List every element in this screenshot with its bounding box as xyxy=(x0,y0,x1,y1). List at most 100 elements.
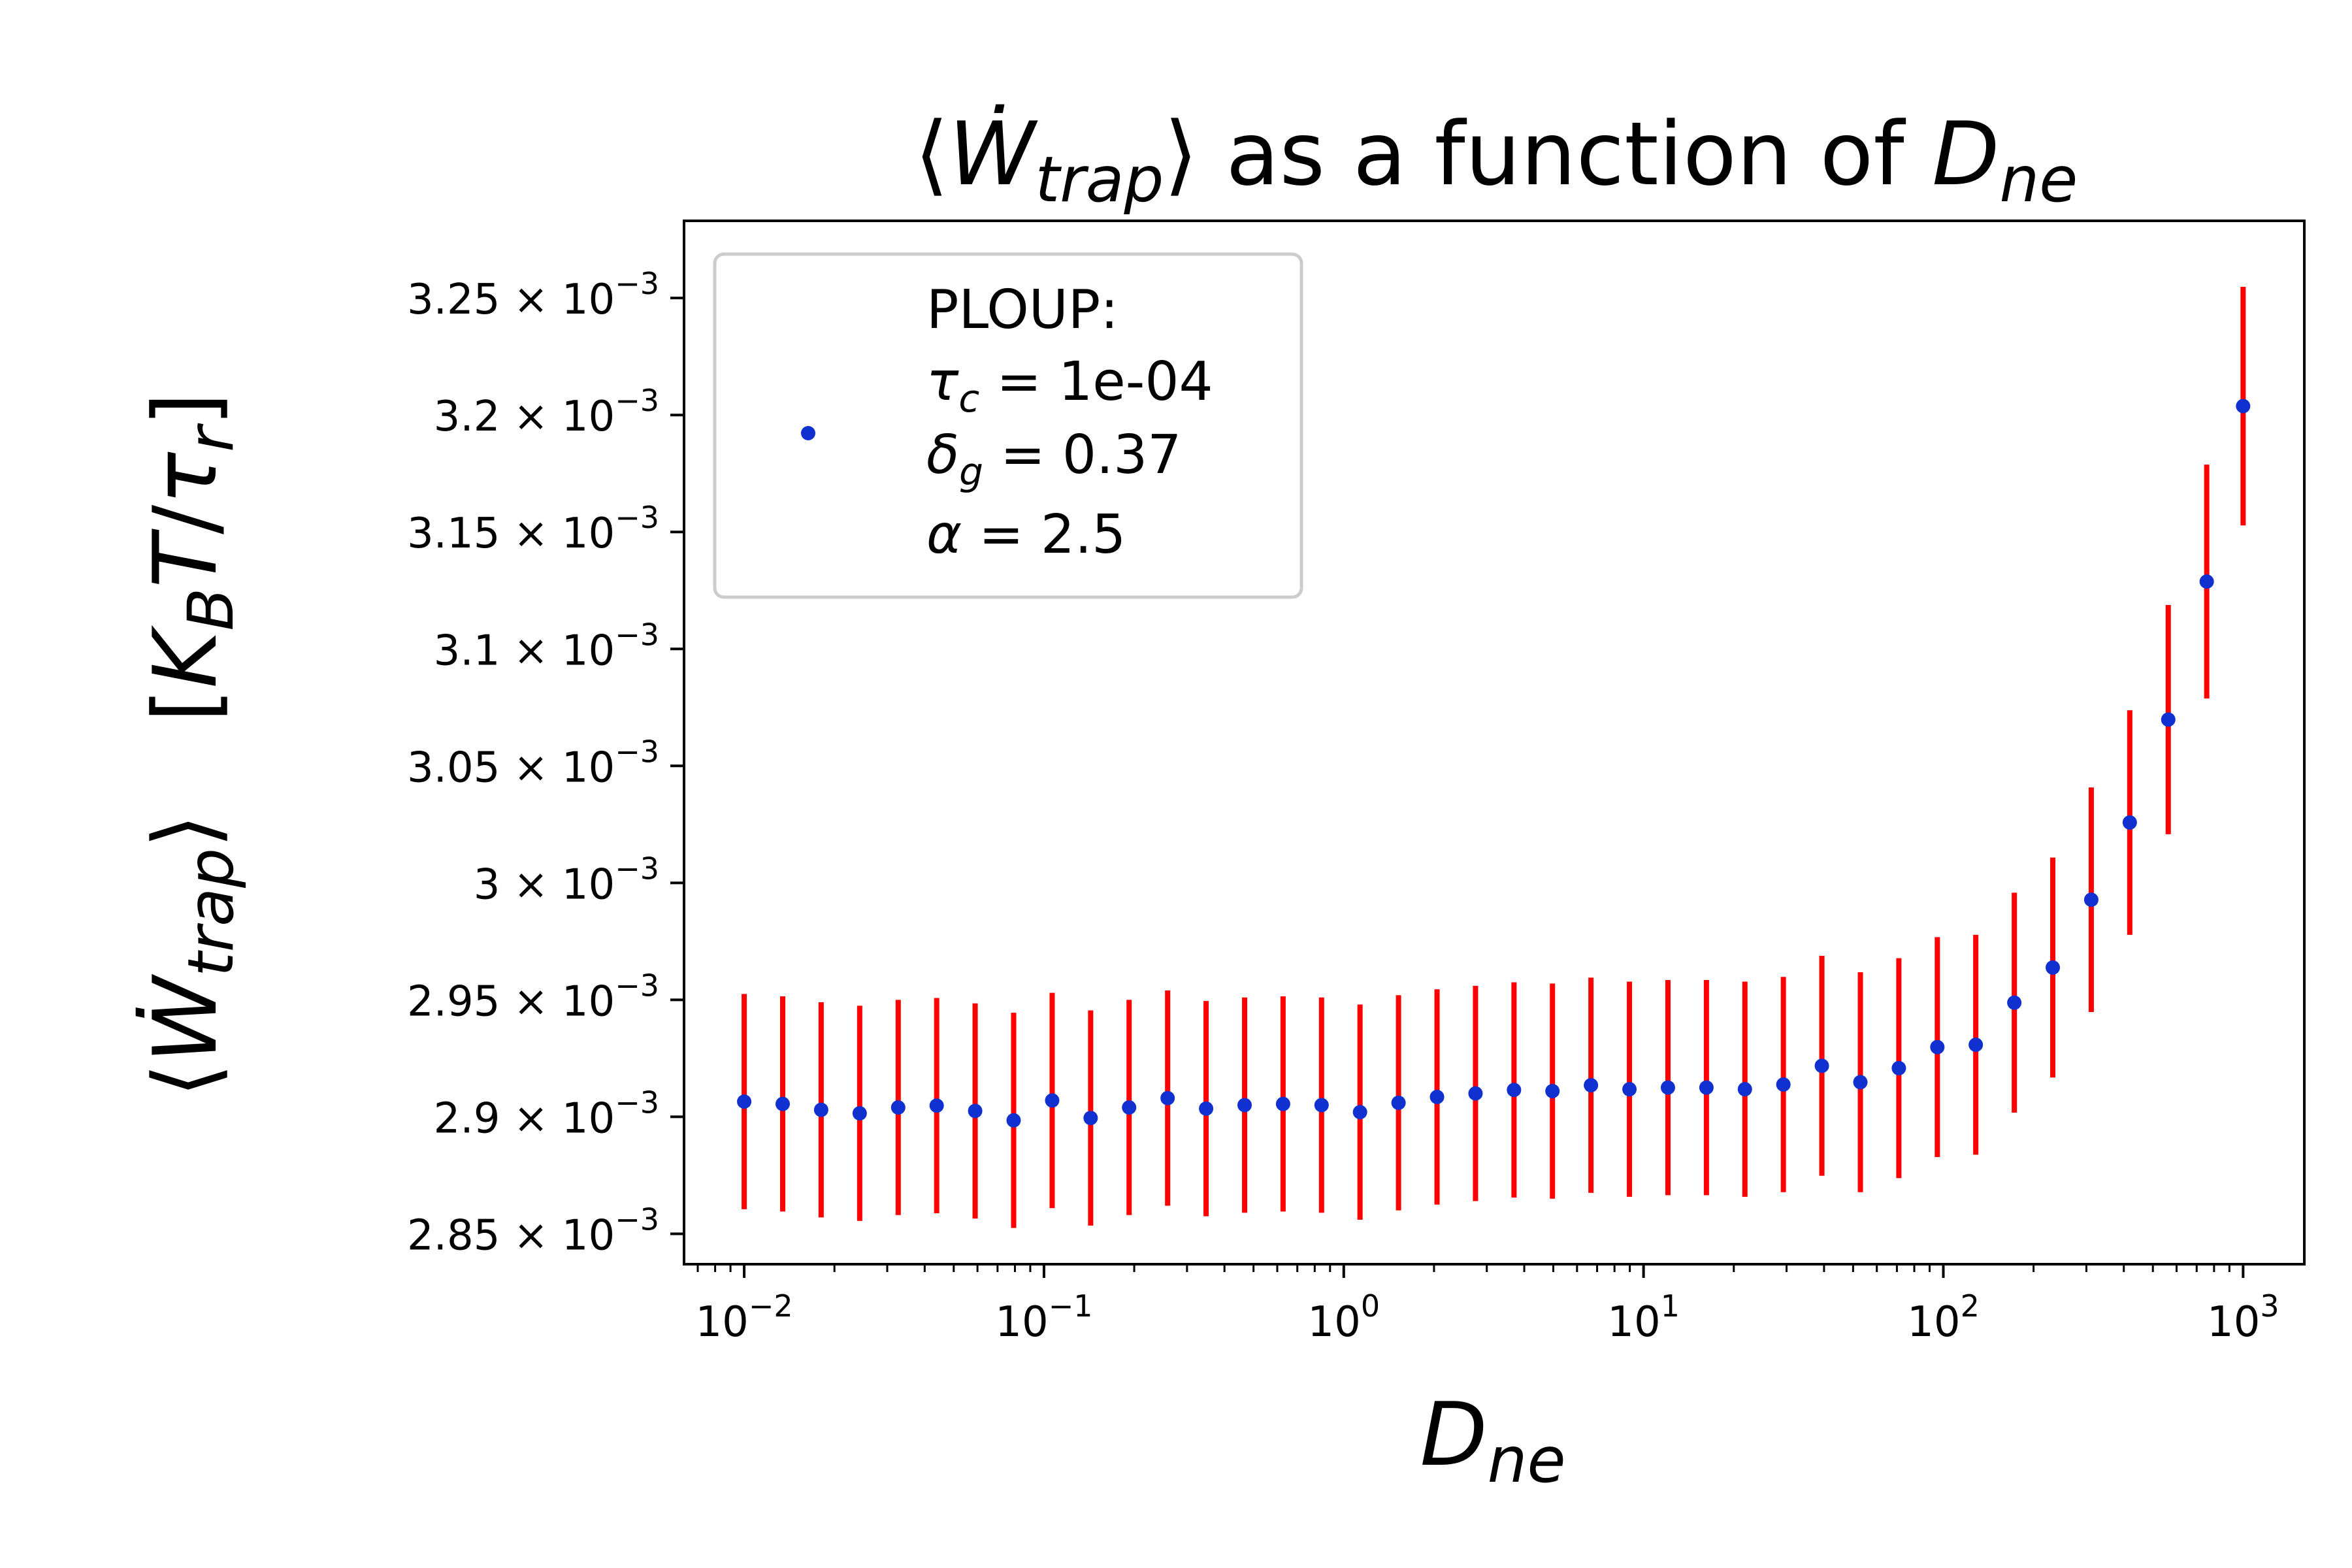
plot-area-frame xyxy=(683,220,2306,1266)
x-tick-label-4: 102 xyxy=(1907,1288,1980,1347)
y-tick-label-0: 3.25 × 10−3 xyxy=(407,266,659,324)
data-point-0-36 xyxy=(2122,815,2137,830)
x-tick-label-exponent: 0 xyxy=(1361,1288,1380,1324)
data-point-0-33 xyxy=(2007,995,2022,1010)
x-tick-label-1: 10−1 xyxy=(995,1288,1092,1347)
x-tick-label-exponent: −2 xyxy=(749,1288,793,1324)
data-point-0-10 xyxy=(1122,1100,1137,1115)
y-tick-label-exponent: −3 xyxy=(615,266,659,301)
legend-line-1: PLOUP: xyxy=(926,279,1119,341)
y-tick-label-8: 2.85 × 10−3 xyxy=(407,1201,659,1260)
data-point-0-23 xyxy=(1622,1082,1637,1097)
y-tick-label-mantissa: 2.9 × 10 xyxy=(434,1094,615,1143)
data-point-0-7 xyxy=(1006,1113,1021,1128)
y-tick-label-mantissa: 3.05 × 10 xyxy=(407,743,615,792)
y-tick-label-exponent: −3 xyxy=(615,383,659,418)
x-tick-label-exponent: −1 xyxy=(1049,1288,1093,1324)
points-layer xyxy=(737,399,2251,1128)
data-point-0-35 xyxy=(2083,892,2099,907)
x-tick-label-exponent: 3 xyxy=(2260,1288,2279,1324)
x-tick-label-exponent: 1 xyxy=(1661,1288,1680,1324)
data-point-0-16 xyxy=(1352,1105,1367,1120)
data-point-0-24 xyxy=(1660,1080,1675,1095)
x-tick-label-base: 10 xyxy=(2207,1298,2260,1347)
chart-title: ⟨Ẇtrap⟩ as a function of Dne xyxy=(915,103,2078,216)
y-tick-label-6: 2.95 × 10−3 xyxy=(407,968,659,1026)
legend-line-2: τc = 1e-04 xyxy=(926,351,1213,421)
y-tick-label-1: 3.2 × 10−3 xyxy=(434,383,659,441)
y-tick-label-exponent: −3 xyxy=(615,1085,659,1120)
data-point-0-11 xyxy=(1160,1090,1175,1105)
legend-marker xyxy=(801,426,815,440)
data-point-0-15 xyxy=(1314,1098,1329,1113)
data-point-0-9 xyxy=(1083,1111,1098,1126)
y-tick-label-mantissa: 2.85 × 10 xyxy=(407,1211,615,1260)
y-tick-label-mantissa: 3.2 × 10 xyxy=(434,393,615,441)
data-point-0-22 xyxy=(1584,1078,1599,1093)
data-point-0-20 xyxy=(1507,1083,1522,1098)
data-point-0-21 xyxy=(1545,1084,1560,1099)
x-tick-label-0: 10−2 xyxy=(695,1288,792,1347)
y-tick-label-exponent: −3 xyxy=(615,617,659,652)
legend: PLOUP: τc = 1e-04 δg = 0.37 α = 2.5 xyxy=(713,252,1303,599)
data-point-0-13 xyxy=(1237,1098,1252,1113)
legend-box xyxy=(713,252,1303,599)
y-axis-label: ⟨Ẇtrap⟩[KBT/τr] xyxy=(135,392,248,1097)
x-tick-label-base: 10 xyxy=(995,1298,1048,1347)
x-tick-label-2: 100 xyxy=(1307,1288,1380,1347)
y-tick-label-mantissa: 3 × 10 xyxy=(474,860,615,909)
y-tick-label-7: 2.9 × 10−3 xyxy=(434,1085,659,1143)
y-tick-label-mantissa: 3.25 × 10 xyxy=(407,276,615,324)
y-tick-label-exponent: −3 xyxy=(615,851,659,886)
x-tick-label-3: 101 xyxy=(1607,1288,1680,1347)
data-point-0-34 xyxy=(2046,960,2061,975)
y-tick-label-3: 3.1 × 10−3 xyxy=(434,617,659,675)
data-point-0-12 xyxy=(1199,1101,1214,1116)
y-tick-label-mantissa: 3.15 × 10 xyxy=(407,510,615,558)
data-point-0-19 xyxy=(1468,1086,1483,1101)
x-tick-label-base: 10 xyxy=(695,1298,748,1347)
y-tick-label-2: 3.15 × 10−3 xyxy=(407,500,659,558)
data-point-0-3 xyxy=(852,1106,867,1121)
data-point-0-29 xyxy=(1853,1075,1868,1090)
data-point-0-39 xyxy=(2236,399,2251,414)
y-tick-label-exponent: −3 xyxy=(615,1201,659,1237)
y-tick-label-5: 3 × 10−3 xyxy=(474,851,659,909)
data-point-0-38 xyxy=(2199,574,2214,589)
data-point-0-26 xyxy=(1737,1082,1752,1097)
data-point-0-4 xyxy=(890,1100,906,1115)
legend-line-3: δg = 0.37 xyxy=(926,424,1181,494)
x-tick-label-5: 103 xyxy=(2207,1288,2279,1347)
y-tick-label-exponent: −3 xyxy=(615,968,659,1003)
data-point-0-27 xyxy=(1776,1077,1791,1092)
y-tick-label-4: 3.05 × 10−3 xyxy=(407,734,659,792)
y-tick-label-exponent: −3 xyxy=(615,734,659,769)
x-tick-label-base: 10 xyxy=(1607,1298,1660,1347)
y-tick-label-exponent: −3 xyxy=(615,500,659,535)
data-point-0-8 xyxy=(1045,1093,1060,1108)
data-point-0-17 xyxy=(1391,1095,1406,1110)
data-point-0-14 xyxy=(1275,1096,1290,1111)
x-tick-label-base: 10 xyxy=(1907,1298,1960,1347)
data-point-0-0 xyxy=(737,1094,752,1109)
x-tick-label-base: 10 xyxy=(1307,1298,1360,1347)
data-point-0-32 xyxy=(1968,1037,1984,1053)
data-point-0-31 xyxy=(1930,1039,1945,1054)
y-tick-label-mantissa: 2.95 × 10 xyxy=(407,977,615,1026)
y-tick-label-mantissa: 3.1 × 10 xyxy=(434,627,615,675)
x-axis-label: Dne xyxy=(1420,1384,1565,1497)
legend-line-4: α = 2.5 xyxy=(926,504,1126,566)
data-point-0-30 xyxy=(1891,1060,1906,1075)
data-point-0-37 xyxy=(2161,712,2176,727)
x-tick-label-exponent: 2 xyxy=(1961,1288,1980,1324)
data-point-0-18 xyxy=(1429,1089,1445,1104)
data-point-0-28 xyxy=(1814,1058,1829,1073)
data-point-0-6 xyxy=(968,1103,983,1119)
data-point-0-25 xyxy=(1699,1080,1714,1095)
data-point-0-2 xyxy=(813,1102,828,1117)
data-point-0-5 xyxy=(929,1098,944,1113)
data-point-0-1 xyxy=(775,1096,790,1111)
